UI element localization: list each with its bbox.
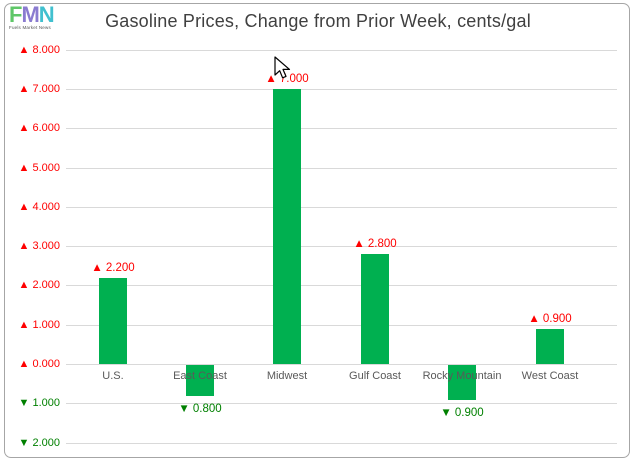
y-axis-tick-label: ▲ 0.000 <box>18 358 60 370</box>
category-label: Midwest <box>266 370 308 382</box>
gridline <box>66 50 617 51</box>
y-axis-tick-label: ▲ 6.000 <box>18 122 60 134</box>
chart-title: Gasoline Prices, Change from Prior Week,… <box>105 11 531 31</box>
category-label: Gulf Coast <box>349 370 401 382</box>
y-axis-tick-label: ▲ 4.000 <box>18 201 60 213</box>
bar-gulf-coast[interactable] <box>361 254 389 364</box>
data-label: ▲ 2.800 <box>353 238 397 250</box>
y-axis-tick-label: ▲ 3.000 <box>18 240 60 252</box>
bar-rocky-mountain[interactable] <box>448 365 476 400</box>
bar-west-coast[interactable] <box>536 329 564 364</box>
gridline <box>66 128 617 129</box>
y-axis-tick-label: ▲ 5.000 <box>18 162 60 174</box>
bar-midwest[interactable] <box>273 89 301 364</box>
gridline <box>66 443 617 444</box>
data-label: ▲ 2.200 <box>91 262 135 274</box>
y-axis-tick-label: ▲ 1.000 <box>18 319 60 331</box>
gridline <box>66 207 617 208</box>
y-axis-tick-label: ▼ 1.000 <box>18 397 60 409</box>
gridline <box>66 403 617 404</box>
category-label: U.S. <box>102 370 124 382</box>
y-axis-tick-label: ▲ 2.000 <box>18 279 60 291</box>
data-label: ▲ 0.900 <box>528 313 572 325</box>
data-label: ▼ 0.900 <box>440 407 484 419</box>
logo-letter-n: N <box>38 2 55 27</box>
y-axis-tick-label: ▲ 7.000 <box>18 83 60 95</box>
data-label: ▼ 0.800 <box>178 403 222 415</box>
fmn-logo: FMN Fuels Market News <box>9 2 61 31</box>
fmn-logo-letters: FMN <box>9 2 61 27</box>
logo-letter-m: M <box>21 2 39 27</box>
mouse-cursor-icon <box>274 56 291 85</box>
gridline <box>66 168 617 169</box>
logo-tagline: Fuels Market News <box>9 25 51 30</box>
category-label: West Coast <box>521 370 579 382</box>
gridline <box>66 364 617 365</box>
y-axis-tick-label: ▲ 8.000 <box>18 44 60 56</box>
bar-east-coast[interactable] <box>186 365 214 396</box>
data-label: ▲ 7.000 <box>265 73 309 85</box>
y-axis-tick-label: ▼ 2.000 <box>18 437 60 449</box>
gridline <box>66 246 617 247</box>
gridline <box>66 89 617 90</box>
category-label: Rocky Mountain <box>422 370 502 382</box>
category-label: East Coast <box>173 370 227 382</box>
logo-letter-f: F <box>9 2 22 27</box>
bar-u-s-[interactable] <box>99 278 127 364</box>
gridline <box>66 325 617 326</box>
gridline <box>66 285 617 286</box>
